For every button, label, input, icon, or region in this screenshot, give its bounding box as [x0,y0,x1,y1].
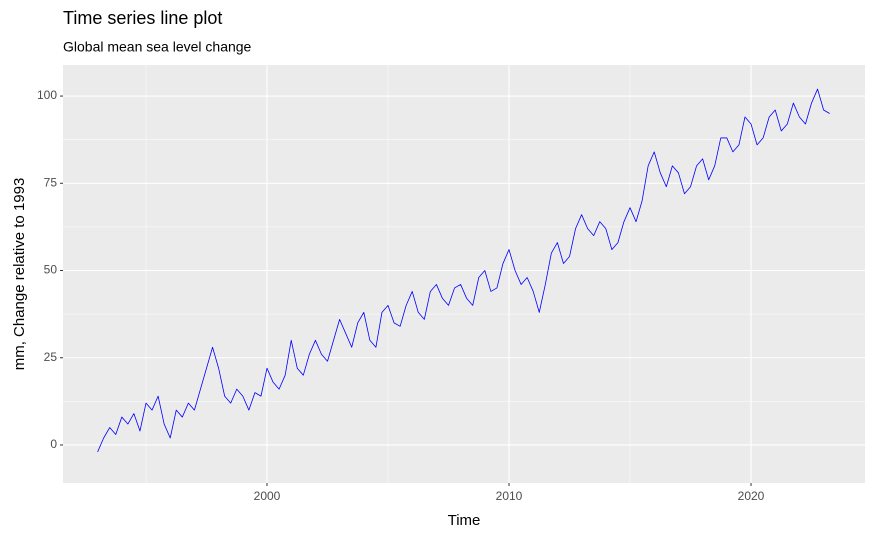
y-axis-title: mm, Change relative to 1993 [11,178,28,371]
y-tick-label: 0 [50,437,57,451]
chart-title: Time series line plot [63,8,222,28]
y-tick-label: 100 [37,88,57,102]
x-tick-label: 2000 [254,489,281,503]
y-tick-label: 50 [44,263,58,277]
chart-subtitle: Global mean sea level change [63,39,252,55]
series-line [97,88,830,453]
y-tick-label: 25 [44,350,58,364]
x-tick-label: 2020 [738,489,765,503]
panel [63,65,865,483]
x-tick-label: 2010 [496,489,523,503]
x-axis-title: Time [448,512,481,529]
y-tick-label: 75 [44,175,58,189]
